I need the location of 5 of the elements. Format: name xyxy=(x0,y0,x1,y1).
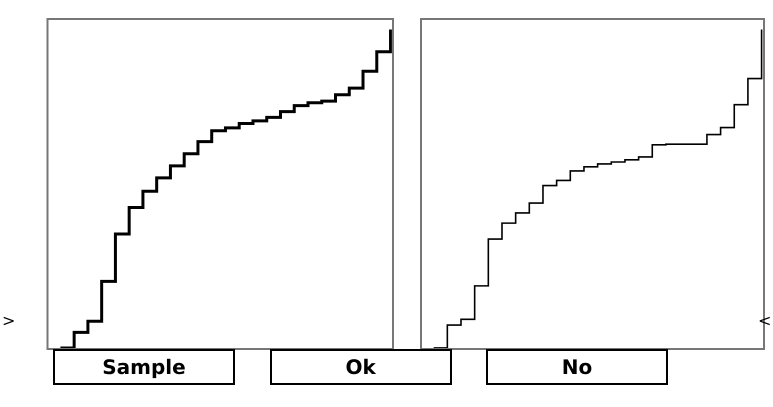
text: No xyxy=(562,355,592,379)
text: Sample xyxy=(102,355,186,379)
annotation: < xyxy=(758,311,772,330)
text: > xyxy=(2,311,16,330)
text: Ok xyxy=(346,355,376,379)
